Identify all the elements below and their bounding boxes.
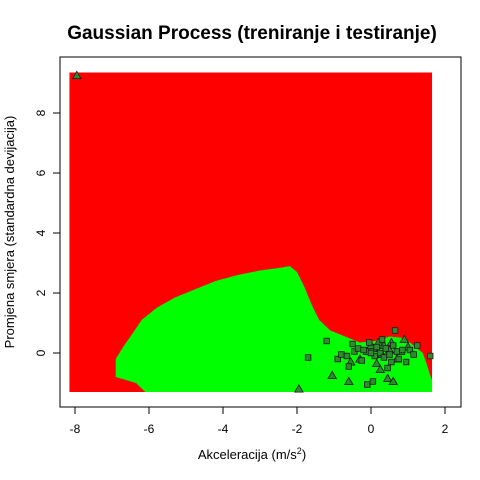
square-point [304,354,312,361]
square-point [395,355,402,363]
x-tick-label: -6 [144,422,155,436]
square-point [334,355,341,363]
square-point [413,342,421,349]
chart-title: Gaussian Process (treniranje i testiranj… [67,23,437,44]
x-tick-label: -8 [70,422,81,436]
plot-area [59,56,462,408]
square-point [389,342,397,349]
y-tick-label: 2 [34,289,48,296]
y-axis-label: Promjena smjera (standardna devijacija) [2,116,17,349]
square-point [384,364,391,372]
square-point [364,381,371,388]
triangle-point [294,383,304,393]
decision-region [115,266,433,392]
x-axis: -8 -6 -4 -2 0 2 [70,406,449,436]
square-point [386,351,393,358]
square-point [402,358,410,366]
square-point [369,378,377,385]
x-tick-label: -2 [292,422,303,436]
x-tick-label: 0 [368,422,375,436]
square-point [382,345,389,352]
triangle-point [382,373,393,383]
triangle-point [399,334,410,344]
square-point [380,354,388,361]
triangle-point [371,358,382,368]
x-tick-label: 2 [442,422,449,436]
y-tick-label: 8 [34,109,48,116]
square-point [393,348,401,355]
square-point [376,349,384,357]
square-point [349,340,356,348]
square-point [391,327,399,334]
square-point [426,352,434,360]
square-point [388,358,395,366]
square-point [343,352,351,360]
square-point [360,346,367,354]
y-axis: 0 2 4 6 8 [34,109,61,356]
square-point [354,345,362,352]
square-point [367,349,375,357]
square-point [345,363,352,370]
y-tick-label: 0 [34,349,48,356]
x-tick-label: -4 [218,422,229,436]
square-point [406,346,414,354]
x-axis-label: Akceleracija (m/s2) [198,446,306,462]
data-points [71,70,434,393]
y-tick-label: 6 [34,169,48,176]
square-point [338,351,345,358]
square-point [410,351,417,358]
triangle-point [343,376,354,386]
triangle-point [71,70,82,80]
square-point [358,357,365,364]
square-point [378,336,386,343]
y-tick-label: 4 [34,229,48,236]
square-point [373,343,380,351]
triangle-point [388,376,399,386]
triangle-point [327,370,338,380]
square-point [399,346,406,354]
square-point [323,337,330,345]
triangle-point [375,364,386,374]
square-point [365,339,373,346]
